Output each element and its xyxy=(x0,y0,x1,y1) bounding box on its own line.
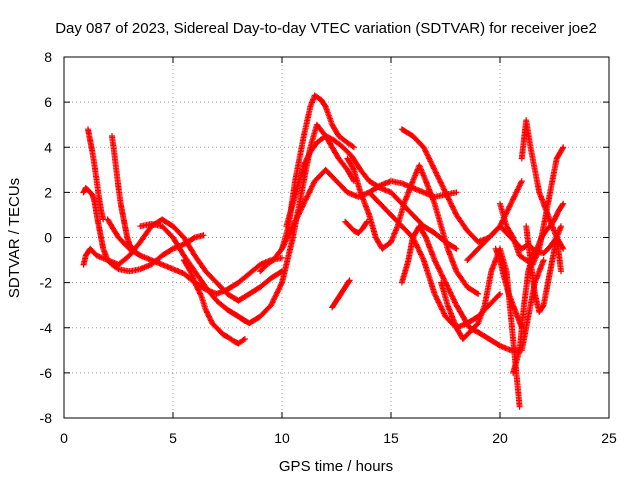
x-axis-label: GPS time / hours xyxy=(279,458,393,475)
series-s10 xyxy=(283,133,460,252)
series-markers xyxy=(523,223,564,315)
series-s5 xyxy=(104,216,285,297)
series-s9 xyxy=(257,92,357,275)
series-markers xyxy=(104,216,285,297)
series-markers xyxy=(85,126,107,223)
series-s23 xyxy=(523,223,564,315)
chart-title: Day 087 of 2023, Sidereal Day-to-day VTE… xyxy=(55,20,597,37)
y-tick-label: -4 xyxy=(40,320,53,336)
series-s2 xyxy=(85,126,107,223)
series-s22 xyxy=(518,117,564,275)
y-ticks: -8 -6 -4 -2 0 2 4 6 8 xyxy=(40,49,609,426)
series-markers xyxy=(344,155,482,297)
series-s12 xyxy=(329,277,353,311)
series-markers xyxy=(109,133,144,259)
series-markers xyxy=(518,117,564,275)
y-tick-label: 6 xyxy=(44,94,52,110)
series-s7 xyxy=(180,257,248,347)
series-markers xyxy=(492,245,525,331)
y-tick-label: 4 xyxy=(44,139,52,155)
y-tick-label: -6 xyxy=(40,365,53,381)
series-s4 xyxy=(80,216,285,304)
series-s14 xyxy=(344,155,482,297)
grid xyxy=(64,57,609,418)
y-tick-label: -8 xyxy=(40,410,53,426)
y-tick-label: 2 xyxy=(44,184,52,200)
x-tick-label: 5 xyxy=(169,430,177,446)
series-markers xyxy=(342,218,370,236)
x-ticks: 0 5 10 15 20 25 xyxy=(60,57,617,446)
x-tick-label: 0 xyxy=(60,430,68,446)
series-s24 xyxy=(492,245,525,331)
x-tick-label: 10 xyxy=(274,430,290,446)
y-tick-label: -2 xyxy=(40,275,53,291)
y-tick-label: 0 xyxy=(44,230,52,246)
x-tick-label: 20 xyxy=(492,430,508,446)
series-markers xyxy=(180,257,248,347)
x-tick-label: 25 xyxy=(601,430,617,446)
series-s13 xyxy=(342,218,370,236)
y-tick-label: 8 xyxy=(44,49,52,65)
data-marks xyxy=(80,92,567,410)
series-markers xyxy=(283,133,460,252)
series-s3 xyxy=(109,133,144,259)
series-markers xyxy=(257,92,357,275)
series-markers xyxy=(80,216,285,304)
x-tick-label: 15 xyxy=(383,430,399,446)
series-markers xyxy=(329,277,353,311)
y-axis-label: SDTVAR / TECUs xyxy=(6,178,23,298)
